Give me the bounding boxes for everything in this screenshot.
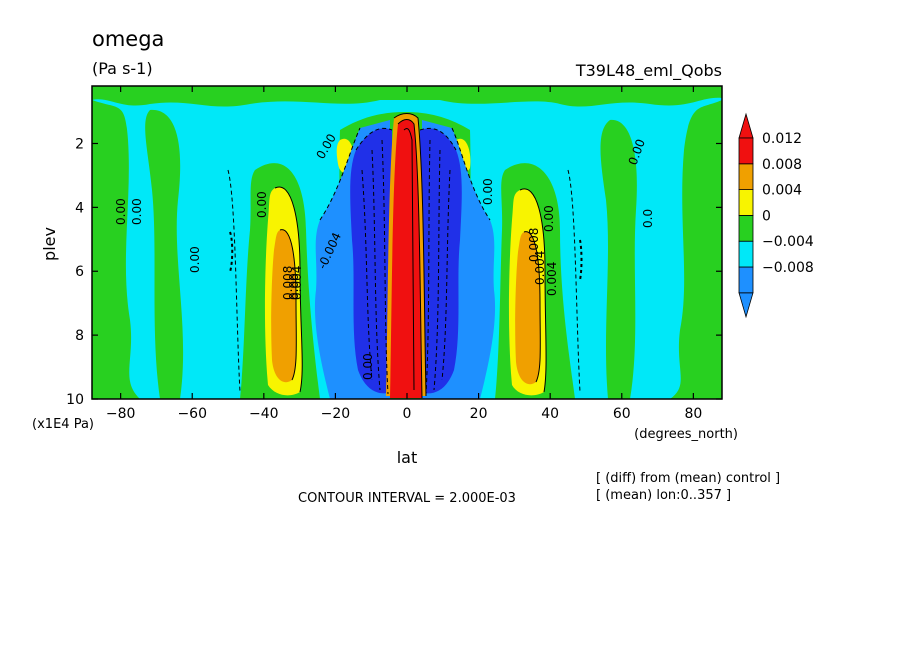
colorbar-label: 0.004 <box>762 183 802 199</box>
contour-label: 0.00 <box>188 246 202 273</box>
x-axis-label: lat <box>397 448 418 467</box>
y-tick-label: 8 <box>75 328 84 344</box>
colorbar-label: 0 <box>762 208 771 224</box>
green-region-north-mid <box>600 119 637 399</box>
contour-lines <box>227 113 583 399</box>
x-axis-unit: (degrees_north) <box>634 427 738 442</box>
orange-region-north <box>515 231 541 385</box>
x-tick-label: −40 <box>249 406 279 422</box>
colorbar-arrow-top <box>738 112 754 139</box>
green-region-south-pole <box>92 100 140 399</box>
contour-label: 0.00 <box>130 198 144 225</box>
x-axis-ticks: −80 −60 −40 −20 0 20 40 60 80 <box>106 86 702 422</box>
chart-units: (Pa s-1) <box>92 59 153 78</box>
diff-note: [ (diff) from (mean) control ] <box>596 471 780 486</box>
plot-area: 0.00 0.00 0.00 0.00 0.00 0.00 0.00 0.00 … <box>66 85 723 422</box>
x-tick-label: −60 <box>177 406 207 422</box>
colorbar-swatch <box>738 163 754 191</box>
colorbar-swatch <box>738 137 754 165</box>
x-tick-label: 0 <box>403 406 412 422</box>
contour-label: 0.00 <box>287 273 301 300</box>
colorbar-label: 0.012 <box>762 131 802 147</box>
contour-label: 0.008 <box>527 228 541 262</box>
run-label: T39L48_eml_Qobs <box>575 61 722 81</box>
colorbar-swatch <box>738 214 754 242</box>
colorbar-arrow-bottom <box>738 292 754 319</box>
mean-note: [ (mean) lon:0..357 ] <box>596 488 731 503</box>
contour-interval: CONTOUR INTERVAL = 2.000E-03 <box>298 491 516 506</box>
colorbar-label: −0.008 <box>762 260 814 276</box>
green-region-top-band <box>92 86 722 107</box>
y-tick-label: 10 <box>66 392 84 408</box>
chart-title: omega <box>92 27 164 51</box>
colorbar-swatch <box>738 240 754 268</box>
y-axis-unit: (x1E4 Pa) <box>32 417 94 432</box>
contour-label: 0.004 <box>290 266 304 300</box>
y-axis-label: plev <box>40 227 59 261</box>
contour-label: 0.00 <box>114 198 128 225</box>
contour-label: 0.004 <box>533 251 547 285</box>
contour-label: 0.008 <box>281 266 295 300</box>
x-tick-label: −80 <box>106 406 136 422</box>
x-tick-label: 40 <box>541 406 559 422</box>
x-tick-label: −20 <box>321 406 351 422</box>
colorbar-swatch <box>738 266 754 294</box>
contour-label: 0.00 <box>542 205 556 232</box>
contour-label: 0.0 <box>641 209 655 228</box>
green-region-south-mid <box>145 109 184 399</box>
darkblue-region-south <box>350 128 392 394</box>
contour-label: 0.00 <box>255 191 269 218</box>
y-axis-ticks: 2 4 6 8 10 <box>66 136 722 408</box>
colorbar-label: −0.004 <box>762 234 814 250</box>
contour-label: 0.00 <box>481 178 495 205</box>
green-region-north-pole <box>670 100 722 399</box>
x-tick-label: 60 <box>613 406 631 422</box>
orange-region-south <box>271 229 297 383</box>
y-tick-label: 2 <box>75 136 84 152</box>
y-tick-label: 4 <box>75 200 84 216</box>
x-tick-label: 20 <box>470 406 488 422</box>
colorbar: −0.008 −0.004 0 0.004 0.008 0.012 <box>738 112 814 319</box>
contour-label: 0.004 <box>545 262 559 296</box>
colorbar-swatch <box>738 189 754 216</box>
contour-label: 0.00 <box>361 353 375 380</box>
darkblue-region-north <box>420 128 462 394</box>
y-tick-label: 6 <box>75 264 84 280</box>
x-tick-label: 80 <box>684 406 702 422</box>
colorbar-label: 0.008 <box>762 157 802 173</box>
